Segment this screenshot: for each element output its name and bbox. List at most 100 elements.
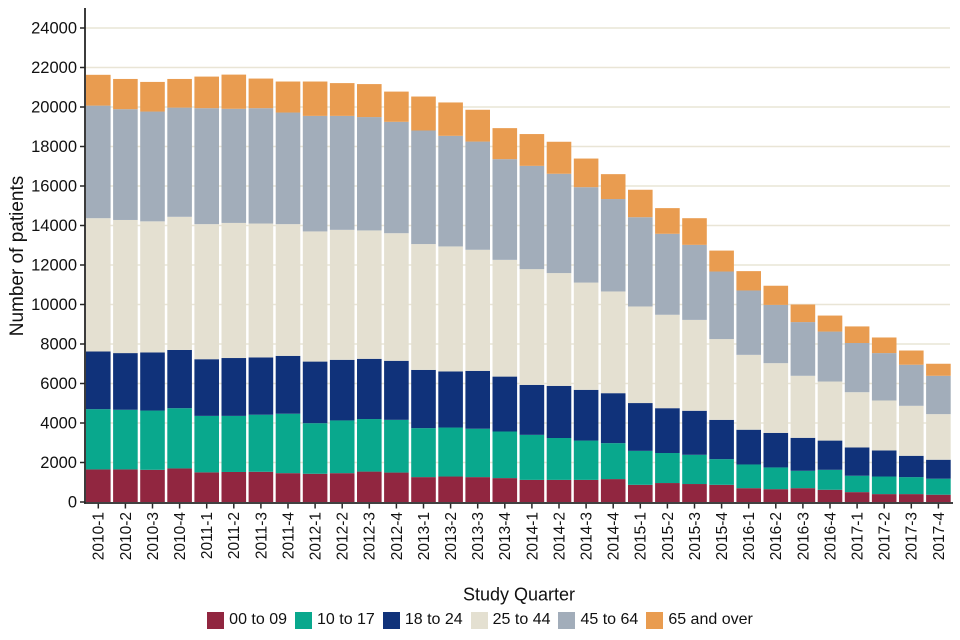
- bar-segment: [492, 431, 518, 479]
- bar-segment: [871, 494, 897, 502]
- y-tick-label: 16000: [31, 178, 77, 196]
- x-tick-label: 2013-2: [443, 512, 460, 560]
- bar-segment: [167, 468, 192, 502]
- y-tick-label: 0: [68, 494, 77, 512]
- bar-segment: [871, 450, 897, 477]
- bar-segment: [817, 331, 843, 382]
- x-tick-label: 2010-2: [118, 512, 135, 560]
- bar-segment: [438, 371, 463, 428]
- bar-segment: [492, 376, 518, 432]
- bar-segment: [86, 469, 111, 502]
- bar-segment: [167, 78, 192, 108]
- bar-segment: [519, 165, 545, 270]
- bar-segment: [871, 337, 897, 354]
- bar-segment: [682, 454, 707, 485]
- bar-segment: [194, 76, 219, 109]
- legend: 00 to 09 10 to 17 18 to 24 25 to 44 45 to 64…: [0, 611, 960, 629]
- bar-segment: [357, 358, 382, 420]
- bar-segment: [600, 291, 626, 394]
- bar-segment: [86, 218, 111, 352]
- x-tick-label: 2011-1: [199, 512, 216, 559]
- bar-segment: [86, 351, 111, 410]
- bar-segment: [167, 349, 192, 409]
- x-tick-label: 2012-1: [308, 512, 325, 560]
- bar-segment: [248, 78, 274, 109]
- bar-segment: [113, 353, 138, 410]
- bar-segment: [302, 361, 328, 424]
- bar-segment: [194, 108, 219, 225]
- bar-segment: [113, 469, 138, 502]
- bar-segment: [275, 224, 301, 356]
- x-tick-label: 2013-1: [416, 512, 433, 560]
- bar-segment: [519, 384, 545, 435]
- bar-segment: [221, 222, 247, 359]
- bar-segment: [357, 84, 382, 118]
- bar-segment: [411, 96, 436, 131]
- bar-segment: [384, 121, 409, 234]
- bar-segment: [248, 223, 274, 358]
- bar-segment: [221, 471, 247, 502]
- x-tick-label: 2011-2: [226, 512, 243, 559]
- bar-segment: [140, 469, 165, 502]
- bar-segment: [140, 352, 165, 411]
- bar-segment: [736, 429, 761, 465]
- y-tick-label: 4000: [40, 415, 77, 433]
- x-tick-label: 2017-1: [850, 512, 867, 560]
- bar-segment: [871, 353, 897, 401]
- bar-segment: [926, 494, 951, 502]
- bar-segment: [519, 269, 545, 385]
- legend-label: 25 to 44: [492, 611, 551, 628]
- bar-segment: [86, 105, 111, 219]
- y-tick-label: 18000: [31, 138, 77, 156]
- bar-segment: [411, 369, 436, 429]
- bar-segment: [275, 355, 301, 414]
- x-tick-label: 2016-1: [741, 512, 758, 560]
- bar-segment: [600, 393, 626, 444]
- bar-segment: [709, 339, 734, 420]
- bar-segment: [763, 467, 789, 490]
- bar-segment: [357, 419, 382, 472]
- bar-segment: [628, 450, 653, 485]
- legend-item: 18 to 24: [382, 611, 463, 629]
- bar-segment: [140, 111, 165, 222]
- bar-segment: [871, 400, 897, 451]
- bar-segment: [600, 174, 626, 200]
- bar-segment: [438, 427, 463, 477]
- bar-segment: [248, 108, 274, 224]
- bar-segment: [113, 109, 138, 220]
- bar-segment: [221, 358, 247, 416]
- bar-segment: [628, 189, 653, 218]
- bar-segment: [682, 410, 707, 455]
- y-tick-label: 24000: [31, 20, 77, 38]
- bar-segment: [438, 102, 463, 136]
- x-tick-label: 2010-4: [172, 512, 189, 561]
- x-tick-label: 2013-3: [470, 512, 487, 560]
- x-tick-label: 2016-4: [822, 512, 839, 561]
- y-tick-label: 10000: [31, 296, 77, 314]
- bar-segment: [573, 479, 599, 502]
- bar-segment: [546, 273, 572, 386]
- bar-segment: [329, 115, 355, 230]
- bar-segment: [682, 218, 707, 245]
- x-tick-label: 2014-1: [524, 512, 541, 560]
- bar-segment: [302, 423, 328, 474]
- bar-segment: [763, 304, 789, 364]
- legend-label: 65 and over: [668, 611, 753, 628]
- bar-segment: [86, 74, 111, 106]
- bar-segment: [519, 134, 545, 166]
- bar-segment: [438, 135, 463, 247]
- x-tick-label: 2016-2: [768, 512, 785, 560]
- x-tick-label: 2013-4: [497, 512, 514, 561]
- bar-segment: [140, 410, 165, 470]
- legend-swatch: [646, 611, 664, 629]
- bar-segment: [736, 488, 761, 502]
- bar-segment: [329, 83, 355, 116]
- legend-label: 00 to 09: [229, 611, 287, 628]
- bar-segment: [519, 434, 545, 480]
- bar-segment: [384, 419, 409, 473]
- x-tick-label: 2010-1: [91, 512, 108, 560]
- bar-segment: [871, 476, 897, 495]
- legend-label: 10 to 17: [317, 611, 375, 628]
- x-tick-label: 2017-2: [877, 512, 894, 560]
